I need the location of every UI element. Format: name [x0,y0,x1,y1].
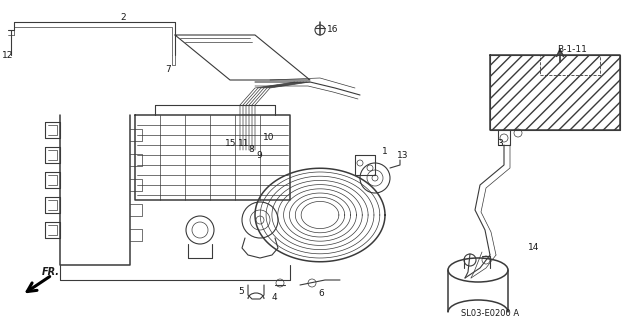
Text: SL03-E0200 A: SL03-E0200 A [461,308,519,317]
Text: 12: 12 [2,50,13,60]
Text: 13: 13 [397,151,408,160]
Text: 6: 6 [318,288,324,298]
Text: B-1-11: B-1-11 [557,46,587,55]
Text: 9: 9 [256,151,262,160]
Text: 14: 14 [528,243,540,253]
Text: 16: 16 [327,26,339,34]
Text: 3: 3 [497,138,503,147]
Text: 8: 8 [248,145,253,154]
Text: 4: 4 [272,293,278,301]
Text: 1: 1 [382,147,388,157]
Text: 10: 10 [263,133,275,143]
Text: 15: 15 [225,138,237,147]
Text: 5: 5 [238,287,244,296]
Text: 2: 2 [120,12,125,21]
Text: FR.: FR. [42,267,60,277]
Text: 7: 7 [165,65,171,75]
Text: 11: 11 [238,138,250,147]
